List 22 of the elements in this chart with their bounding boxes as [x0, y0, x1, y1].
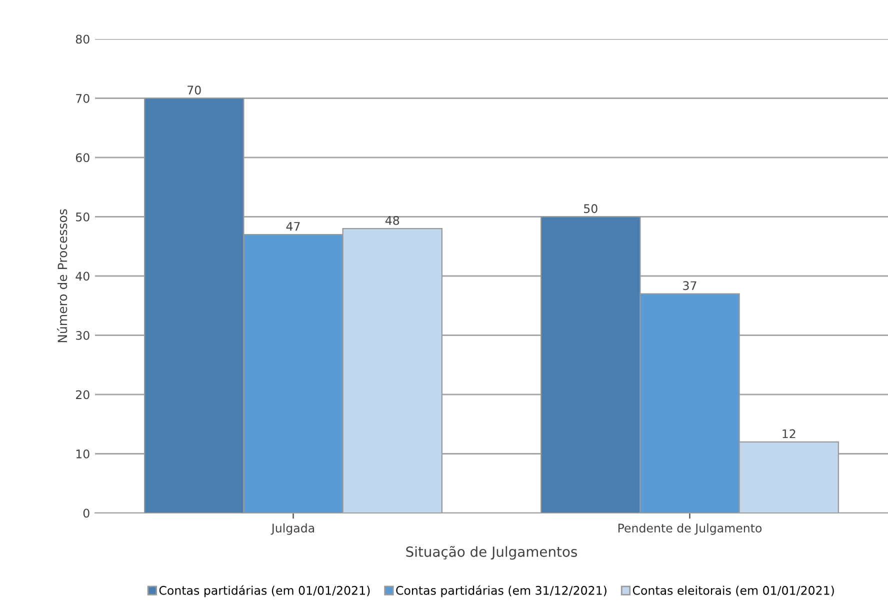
data-label: 70	[188, 86, 201, 95]
y-tick-label: 20	[76, 390, 90, 400]
y-tick-label: 70	[76, 94, 90, 103]
y-tick-label: 0	[83, 508, 90, 518]
y-tick-label: 60	[76, 153, 90, 162]
legend-label: Contas eleitorais (em 01/01/2021)	[632, 586, 834, 596]
legend-label: Contas partidárias (em 01/01/2021)	[159, 585, 370, 598]
y-tick-label: 80	[76, 34, 90, 44]
x-tick-label: Pendente de Julgamento	[618, 523, 762, 535]
y-axis-title: Número de Processos	[56, 209, 68, 342]
x-axis-title: Situação de Julgamentos	[406, 546, 578, 560]
y-tick-label: 30	[76, 330, 90, 340]
data-label: 50	[584, 204, 598, 214]
data-label: 12	[782, 429, 796, 438]
data-label: 48	[385, 216, 400, 225]
y-tick-label: 50	[76, 212, 90, 222]
data-label: 37	[683, 281, 696, 290]
x-tick-label: Julgada	[270, 523, 314, 535]
y-tick-label: 40	[76, 272, 90, 281]
data-label: 47	[286, 222, 300, 231]
legend-label: Contas partidárias (em 31/12/2021)	[396, 585, 606, 598]
y-tick-label: 10	[76, 449, 90, 458]
